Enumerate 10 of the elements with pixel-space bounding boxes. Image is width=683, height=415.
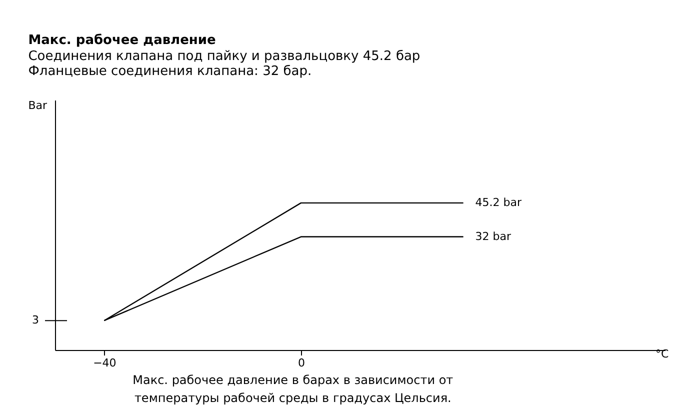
x-tick-label: −40 [93, 356, 116, 370]
series-label: 32 bar [475, 230, 512, 243]
text: Соединения клапана под пайку и развальцовку 45.2 бар [28, 49, 420, 64]
text: Фланцевые соединения клапана: 32 бар. [28, 64, 312, 79]
x-tick-label: 0 [298, 356, 305, 370]
text: Bar [28, 99, 48, 112]
text: Макс. рабочее давление в барах в зависимости от температуры рабочей среды в градусах Цельсия. [132, 373, 454, 405]
text: 3 [32, 314, 39, 327]
series-label: 45.2 bar [475, 196, 522, 209]
chart-title: Макс. рабочее давление [28, 33, 216, 48]
